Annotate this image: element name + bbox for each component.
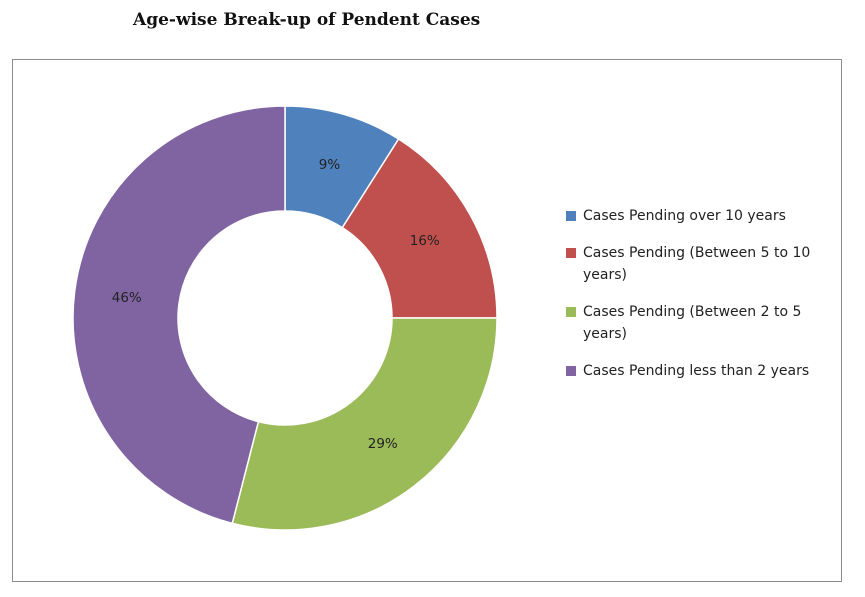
legend-item: Cases Pending (Between 2 to 5 years) (566, 301, 836, 345)
legend-label: Cases Pending (Between 2 to 5 years) (583, 304, 802, 342)
slice-label: 46% (112, 290, 142, 306)
donut-slice (341, 137, 498, 319)
chart-frame (12, 59, 842, 582)
slice-label: 16% (410, 233, 440, 249)
legend-swatch (566, 307, 576, 317)
legend-swatch (566, 366, 576, 376)
donut-slice (72, 105, 286, 525)
legend-item: Cases Pending less than 2 years (566, 360, 836, 382)
legend-label: Cases Pending less than 2 years (583, 363, 810, 379)
slice-label: 29% (368, 436, 398, 452)
legend-swatch (566, 211, 576, 221)
chart-title: Age-wise Break-up of Pendent Cases (133, 10, 481, 30)
legend-swatch (566, 248, 576, 258)
chart-legend: Cases Pending over 10 years Cases Pendin… (566, 205, 836, 397)
slice-label: 9% (319, 157, 341, 173)
legend-label: Cases Pending (Between 5 to 10 years) (583, 245, 811, 283)
legend-item: Cases Pending over 10 years (566, 205, 836, 227)
legend-label: Cases Pending over 10 years (583, 208, 786, 224)
donut-slice (231, 317, 498, 531)
legend-item: Cases Pending (Between 5 to 10 years) (566, 242, 836, 286)
